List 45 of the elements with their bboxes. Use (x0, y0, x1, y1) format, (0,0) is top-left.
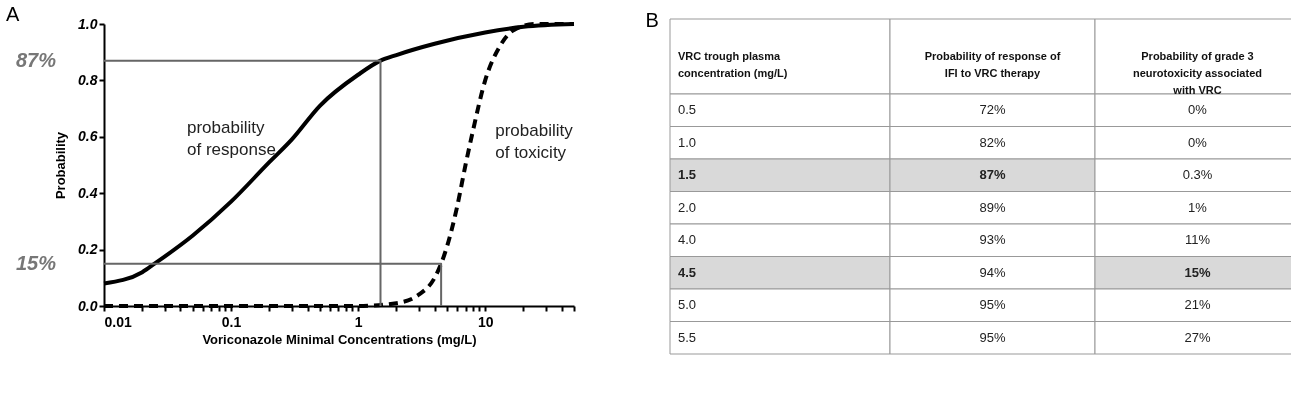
category-label: 0.5 (678, 102, 697, 118)
annotation: probability of response (187, 118, 276, 160)
category-label: 5.0 (678, 297, 697, 313)
x-tick-label: 1 (354, 313, 363, 330)
text: 0% (1188, 134, 1207, 150)
text: 11% (1184, 232, 1211, 248)
category-label: 5.5 (678, 329, 697, 345)
annotation: 15% (15, 251, 57, 274)
x-tick-label: 0.1 (221, 313, 242, 330)
y-axis-title: Probability (53, 131, 69, 200)
text: B (645, 8, 659, 31)
category-label: 2.0 (678, 199, 697, 215)
text: 1% (1188, 199, 1207, 215)
category-label: Probability of response of IFI to VRC therapy (924, 49, 1061, 79)
text: 0% (1188, 102, 1207, 118)
text: 89% (979, 199, 1006, 215)
category-label: 4.0 (678, 232, 697, 248)
chart-title: A (5, 3, 20, 25)
text: 21% (1184, 297, 1211, 313)
text: 95% (979, 329, 1006, 345)
text: 82% (979, 134, 1006, 150)
y-tick-label: 0.8 (78, 71, 98, 88)
y-tick-label: 0.6 (78, 128, 98, 145)
text: 27% (1184, 329, 1211, 345)
category-label: Probability of grade 3 neurotoxicity associated with VRC (1133, 49, 1262, 96)
text: 72% (979, 102, 1006, 118)
x-axis-title: Voriconazole Minimal Concentrations (mg/L) (202, 331, 477, 347)
category-label: VRC trough plasma concentration (mg/L) (678, 49, 788, 79)
category-label: 1.0 (678, 134, 697, 150)
annotation: 87% (15, 48, 57, 71)
text: 95% (979, 297, 1006, 313)
x-tick-label: 10 (477, 313, 494, 330)
y-tick-label: 0.4 (78, 184, 98, 201)
text: 15% (1184, 264, 1211, 280)
x-tick-label: 0.01 (104, 313, 132, 330)
category-label: 4.5 (678, 264, 697, 280)
annotation: probability of toxicity (495, 121, 574, 163)
category-label: 1.5 (678, 167, 697, 183)
text: 93% (979, 232, 1006, 248)
text: 94% (979, 264, 1006, 280)
y-tick-label: 0.0 (78, 297, 98, 314)
text: 87% (979, 167, 1006, 183)
y-tick-label: 1.0 (78, 15, 98, 32)
y-tick-label: 0.2 (78, 241, 98, 258)
text: 0.3% (1182, 167, 1213, 183)
